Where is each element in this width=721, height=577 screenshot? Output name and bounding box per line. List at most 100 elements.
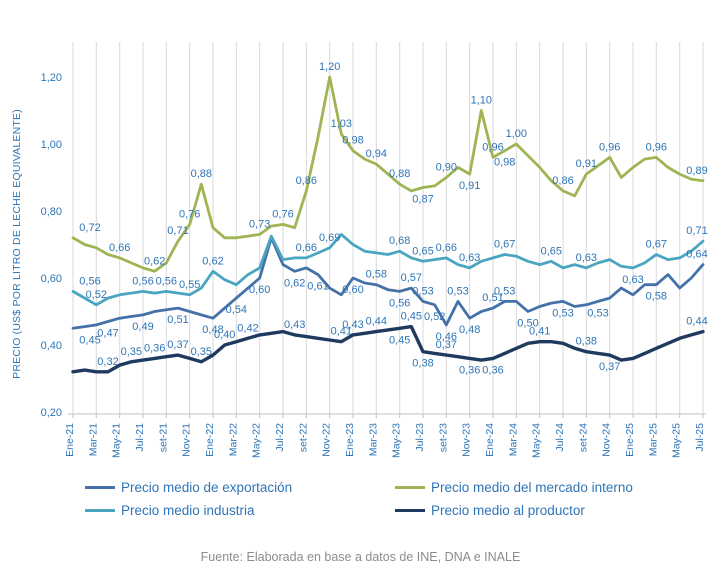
data-label: 0,68 — [389, 235, 410, 247]
data-label: 0,90 — [436, 162, 457, 174]
data-label: 0,50 — [517, 318, 538, 330]
data-label: 0,46 — [436, 331, 457, 343]
data-label: 0,86 — [296, 175, 317, 187]
legend-item-2: Precio medio del mercado interno — [395, 476, 721, 499]
data-label: 0,49 — [132, 321, 153, 333]
data-label: 0,91 — [459, 180, 480, 192]
data-label: 0,88 — [191, 168, 212, 180]
x-axis-tick-label: set-21 — [157, 423, 169, 452]
data-label: 0,42 — [237, 322, 258, 334]
x-axis-tick-label: Nov-21 — [181, 423, 193, 457]
data-label: 0,53 — [447, 285, 468, 297]
chart-canvas: Ene-21 Mar-21 May-21 Jul-21 set-21 Nov-21 Ene-… — [11, 42, 708, 458]
data-label: 0,65 — [412, 245, 433, 257]
series-line-0 — [71, 236, 705, 330]
y-axis-title: PRECIO (US$ POR LITRO DE LECHE EQUIVALEN… — [11, 109, 23, 379]
data-label: 0,94 — [366, 148, 387, 160]
legend-swatch-icon — [395, 486, 425, 489]
data-label: 0,98 — [342, 135, 363, 147]
data-label: 0,88 — [389, 168, 410, 180]
x-axis-tick-label: Jul-21 — [134, 423, 146, 452]
data-label: 0,45 — [389, 334, 410, 346]
x-axis-tick-label: Ene-23 — [344, 423, 356, 457]
data-label: 0,96 — [646, 141, 667, 153]
data-label: 0,67 — [646, 239, 667, 251]
x-axis-tick-label: Ene-25 — [624, 423, 636, 457]
data-label: 0,45 — [401, 311, 422, 323]
x-axis-tick-label: May-21 — [111, 423, 123, 458]
data-label: 0,48 — [202, 324, 223, 336]
data-label: 0,53 — [587, 307, 608, 319]
x-axis-tick-label: Mar-22 — [227, 423, 239, 456]
data-label: 0,55 — [179, 279, 200, 291]
data-label: 0,66 — [436, 242, 457, 254]
data-label: 0,66 — [109, 242, 130, 254]
data-label: 0,52 — [424, 311, 445, 323]
x-axis-tick-label: Jul-23 — [414, 423, 426, 452]
data-label: 0,41 — [331, 326, 352, 338]
data-label: 0,73 — [249, 218, 270, 230]
y-axis-tick-label: 0,40 — [41, 340, 62, 352]
x-axis-tick-label: set-23 — [437, 423, 449, 452]
data-label: 0,63 — [622, 274, 643, 286]
x-axis-tick-label: Ene-21 — [64, 423, 76, 457]
data-label: 0,60 — [249, 284, 270, 296]
x-axis-tick-label: Nov-23 — [461, 423, 473, 457]
data-label: 0,56 — [389, 297, 410, 309]
data-label: 1,20 — [319, 61, 340, 73]
series-line-1 — [71, 232, 705, 307]
x-axis-tick-label: May-25 — [671, 423, 683, 458]
data-label: 0,43 — [284, 319, 305, 331]
legend-item-3: Precio medio al productor — [395, 499, 721, 522]
data-label: 1,10 — [471, 95, 492, 107]
data-label: 0,62 — [144, 255, 165, 267]
x-axis-tick-label: May-24 — [531, 423, 543, 458]
y-axis-tick-label: 0,20 — [41, 407, 62, 419]
data-label: 0,32 — [97, 356, 118, 368]
y-axis-tick-label: 0,80 — [41, 206, 62, 218]
data-label: 0,51 — [167, 314, 188, 326]
y-axis-tick-label: 1,20 — [41, 72, 62, 84]
x-axis-tick-label: May-22 — [251, 423, 263, 458]
data-label: 0,37 — [599, 361, 620, 373]
x-axis-tick-label: set-22 — [297, 423, 309, 452]
series-line-3 — [71, 324, 705, 374]
data-label: 0,52 — [86, 289, 107, 301]
legend-label: Precio medio del mercado interno — [431, 480, 633, 495]
data-label: 0,64 — [686, 249, 707, 261]
data-label: 0,56 — [132, 275, 153, 287]
data-label: 0,40 — [214, 329, 235, 341]
x-axis-tick-label: Jul-22 — [274, 423, 286, 452]
data-label: 0,62 — [202, 255, 223, 267]
data-label: 0,71 — [686, 225, 707, 237]
x-axis-tick-label: Jul-25 — [694, 423, 706, 452]
data-label: 0,51 — [482, 292, 503, 304]
x-axis-tick-label: Mar-25 — [647, 423, 659, 456]
y-axis-tick-label: 0,60 — [41, 273, 62, 285]
data-label: 0,98 — [494, 157, 515, 169]
data-label: 0,35 — [121, 346, 142, 358]
data-label: 0,65 — [541, 245, 562, 257]
data-label: 0,67 — [494, 239, 515, 251]
legend-label: Precio medio industria — [121, 503, 255, 518]
source-note: Fuente: Elaborada en base a datos de INE… — [200, 550, 521, 564]
data-label: 0,91 — [576, 158, 597, 170]
x-axis-tick-label: May-23 — [391, 423, 403, 458]
x-axis-tick-label: Mar-24 — [507, 423, 519, 456]
x-axis-tick-label: Nov-22 — [321, 423, 333, 457]
data-label: 0,63 — [459, 252, 480, 264]
legend-item-1: Precio medio industria — [85, 499, 395, 522]
legend-label: Precio medio de exportación — [121, 480, 293, 495]
legend-swatch-icon — [85, 509, 115, 512]
x-axis-tick-label: Mar-21 — [87, 423, 99, 456]
data-label: 0,58 — [366, 269, 387, 281]
x-axis-tick-label: Nov-24 — [601, 423, 613, 457]
data-label: 0,53 — [552, 307, 573, 319]
data-label: 0,56 — [156, 275, 177, 287]
data-label: 0,89 — [686, 165, 707, 177]
data-label: 0,87 — [412, 194, 433, 206]
data-label: 0,86 — [552, 175, 573, 187]
data-label: 0,96 — [599, 141, 620, 153]
data-label: 0,69 — [319, 232, 340, 244]
x-axis-tick-label: Jul-24 — [554, 423, 566, 452]
